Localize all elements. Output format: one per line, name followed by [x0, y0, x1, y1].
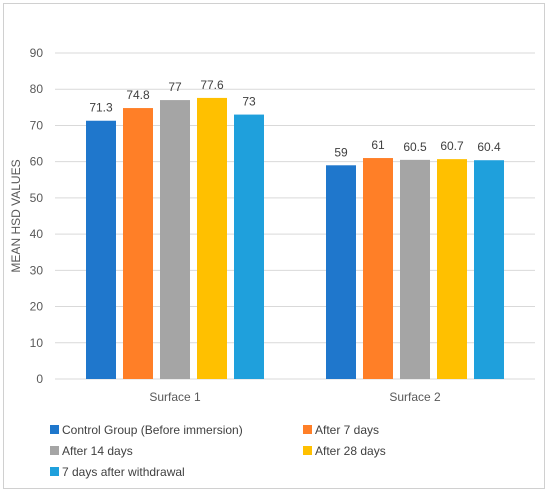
- legend: Control Group (Before immersion) After 7 …: [50, 423, 386, 479]
- bar: [123, 108, 153, 380]
- data-label: 60.7: [440, 139, 464, 153]
- y-axis-ticks: 0 10 20 30 40 50 60 70 80 90: [30, 46, 44, 386]
- legend-swatch: [303, 446, 312, 455]
- y-axis-title: MEAN HSD VALUES: [9, 159, 23, 272]
- bar: [474, 160, 504, 379]
- y-tick-label: 80: [30, 82, 44, 96]
- legend-label: After 28 days: [315, 444, 386, 458]
- bar: [160, 100, 190, 379]
- bar: [400, 159, 430, 379]
- data-label: 73: [242, 95, 256, 109]
- bar: [363, 158, 393, 379]
- data-label: 77.6: [200, 78, 224, 92]
- data-labels: 71.3 74.8 77 77.6 73 59 61 60.5 60.7 60.4: [89, 78, 501, 159]
- legend-swatch: [50, 467, 59, 476]
- data-label: 71.3: [89, 101, 113, 115]
- data-label: 60.5: [403, 140, 427, 154]
- y-tick-label: 30: [30, 263, 44, 277]
- data-label: 60.4: [477, 140, 501, 154]
- legend-swatch: [50, 446, 59, 455]
- data-label: 59: [334, 145, 348, 159]
- y-tick-label: 0: [36, 372, 43, 386]
- legend-label: After 7 days: [315, 423, 379, 437]
- bar: [234, 114, 264, 380]
- data-label: 61: [371, 138, 385, 152]
- data-label: 77: [168, 80, 182, 94]
- legend-label: Control Group (Before immersion): [62, 423, 243, 437]
- legend-label: 7 days after withdrawal: [62, 465, 185, 479]
- bars: [86, 97, 504, 380]
- data-label: 74.8: [126, 88, 150, 102]
- y-tick-label: 90: [30, 46, 44, 60]
- y-tick-label: 70: [30, 118, 44, 132]
- bar: [197, 97, 227, 379]
- x-axis-ticks: Surface 1 Surface 2: [149, 390, 441, 404]
- y-tick-label: 50: [30, 191, 44, 205]
- bar: [326, 165, 356, 379]
- y-tick-label: 60: [30, 155, 44, 169]
- y-tick-label: 40: [30, 227, 44, 241]
- y-tick-label: 20: [30, 300, 44, 314]
- x-tick-label: Surface 2: [389, 390, 441, 404]
- legend-swatch: [50, 425, 59, 434]
- bar: [86, 120, 116, 379]
- bar: [437, 159, 467, 379]
- legend-swatch: [303, 425, 312, 434]
- x-tick-label: Surface 1: [149, 390, 201, 404]
- y-tick-label: 10: [30, 336, 44, 350]
- legend-label: After 14 days: [62, 444, 133, 458]
